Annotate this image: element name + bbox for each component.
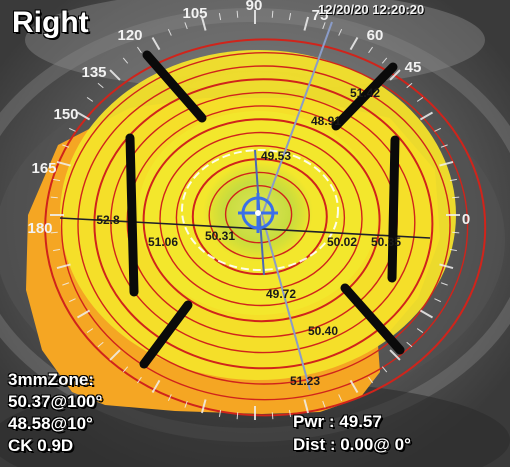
eye-label: Right xyxy=(12,8,89,38)
axis-label-90: 90 xyxy=(246,0,263,14)
exam-timestamp: 12/20/20 12:20:20 xyxy=(318,3,424,16)
map-value: 50.40 xyxy=(308,324,338,338)
map-value: 50.35 xyxy=(371,235,401,249)
axis-label-60: 60 xyxy=(367,27,384,44)
zone-summary-flat: 48.58@10° xyxy=(8,415,93,432)
map-value: 51.23 xyxy=(290,374,320,388)
axis-tick xyxy=(51,197,58,198)
axis-label-135: 135 xyxy=(81,64,106,81)
axis-tick xyxy=(452,232,459,233)
axis-tick xyxy=(237,412,238,419)
axis-label-45: 45 xyxy=(405,59,422,76)
map-value: 50.31 xyxy=(205,229,235,243)
zone-summary-steep: 50.37@100° xyxy=(8,393,102,410)
map-value: 52.8 xyxy=(96,213,120,227)
axis-tick xyxy=(272,11,273,18)
zone-summary-title: 3mmZone: xyxy=(8,371,94,388)
axis-tick xyxy=(272,412,273,419)
axis-label-120: 120 xyxy=(117,27,142,44)
axis-label-105: 105 xyxy=(182,5,207,22)
map-value: 51.06 xyxy=(148,235,178,249)
axis-label-0: 0 xyxy=(462,211,470,228)
axis-label-180: 180 xyxy=(27,220,52,237)
guide-bar-left xyxy=(130,138,134,292)
map-value: 49.53 xyxy=(261,149,291,163)
guide-bar-right xyxy=(392,140,395,278)
distance-readout: Dist : 0.00@ 0° xyxy=(293,436,411,453)
map-value: 51.42 xyxy=(350,86,380,100)
zone-summary-ck: CK 0.9D xyxy=(8,437,73,454)
axis-tick xyxy=(237,11,238,18)
power-readout: Pwr : 49.57 xyxy=(293,413,382,430)
axis-tick xyxy=(452,197,459,198)
map-value: 49.72 xyxy=(266,287,296,301)
map-value: 48.91 xyxy=(311,114,341,128)
center-dot xyxy=(255,210,261,216)
axis-label-150: 150 xyxy=(53,106,78,123)
axis-label-165: 165 xyxy=(31,160,56,177)
map-value: 50.02 xyxy=(327,235,357,249)
